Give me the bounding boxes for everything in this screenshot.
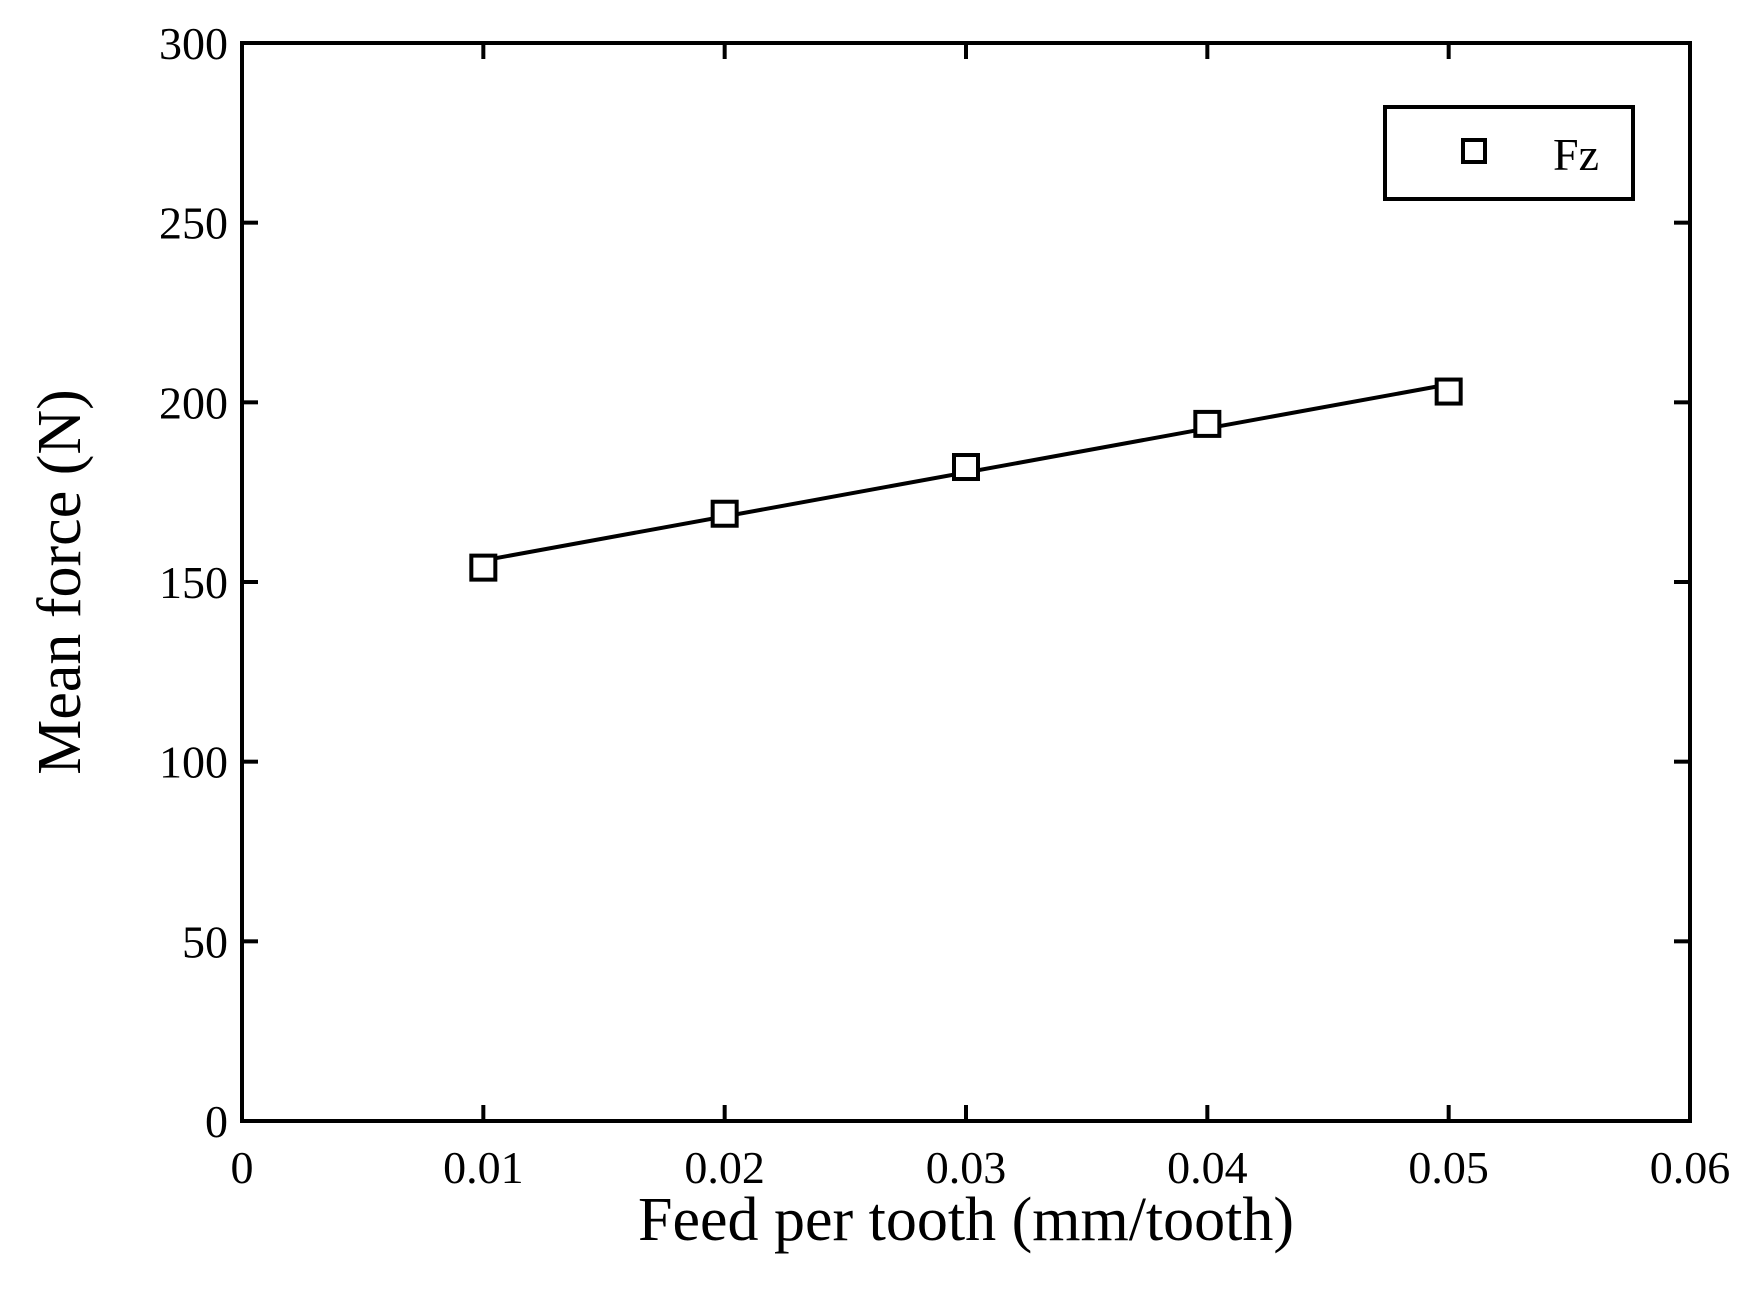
data-point-fz <box>1193 409 1222 438</box>
y-tick-labels: 0 50 100 150 200 250 300 <box>159 18 228 1147</box>
marker-group <box>469 377 1463 582</box>
x-axis-title: Feed per tooth (mm/tooth) <box>638 1186 1294 1254</box>
x-tick-label: 0 <box>231 1142 254 1193</box>
tick-group <box>242 43 1690 1121</box>
data-point-fz <box>710 499 739 528</box>
x-tick-labels: 0 0.01 0.02 0.03 0.04 0.05 0.06 <box>231 1142 1731 1193</box>
x-tick-label: 0.01 <box>443 1142 524 1193</box>
plot-frame <box>240 41 1692 1123</box>
legend-label-fz: Fz <box>1553 129 1599 180</box>
data-point-fz <box>952 453 980 482</box>
y-tick-label: 100 <box>159 737 228 788</box>
x-tick-label: 0.05 <box>1408 1142 1489 1193</box>
y-tick-label: 150 <box>159 557 228 608</box>
legend: Fz <box>1383 105 1635 201</box>
y-axis-title: Mean force (N) <box>26 389 94 775</box>
data-point-fz <box>469 553 498 582</box>
legend-marker-square <box>1461 138 1487 164</box>
y-tick-label: 300 <box>159 18 228 69</box>
y-tick-label: 200 <box>159 377 228 428</box>
y-tick-label: 50 <box>182 916 228 967</box>
y-tick-label: 0 <box>205 1096 228 1147</box>
y-tick-label: 250 <box>159 198 228 249</box>
x-tick-label: 0.06 <box>1650 1142 1731 1193</box>
x-tick-label: 0.04 <box>1167 1142 1248 1193</box>
data-point-fz <box>1434 377 1463 406</box>
x-tick-label: 0.03 <box>926 1142 1007 1193</box>
legend-box <box>1383 105 1635 201</box>
x-tick-label: 0.02 <box>684 1142 765 1193</box>
